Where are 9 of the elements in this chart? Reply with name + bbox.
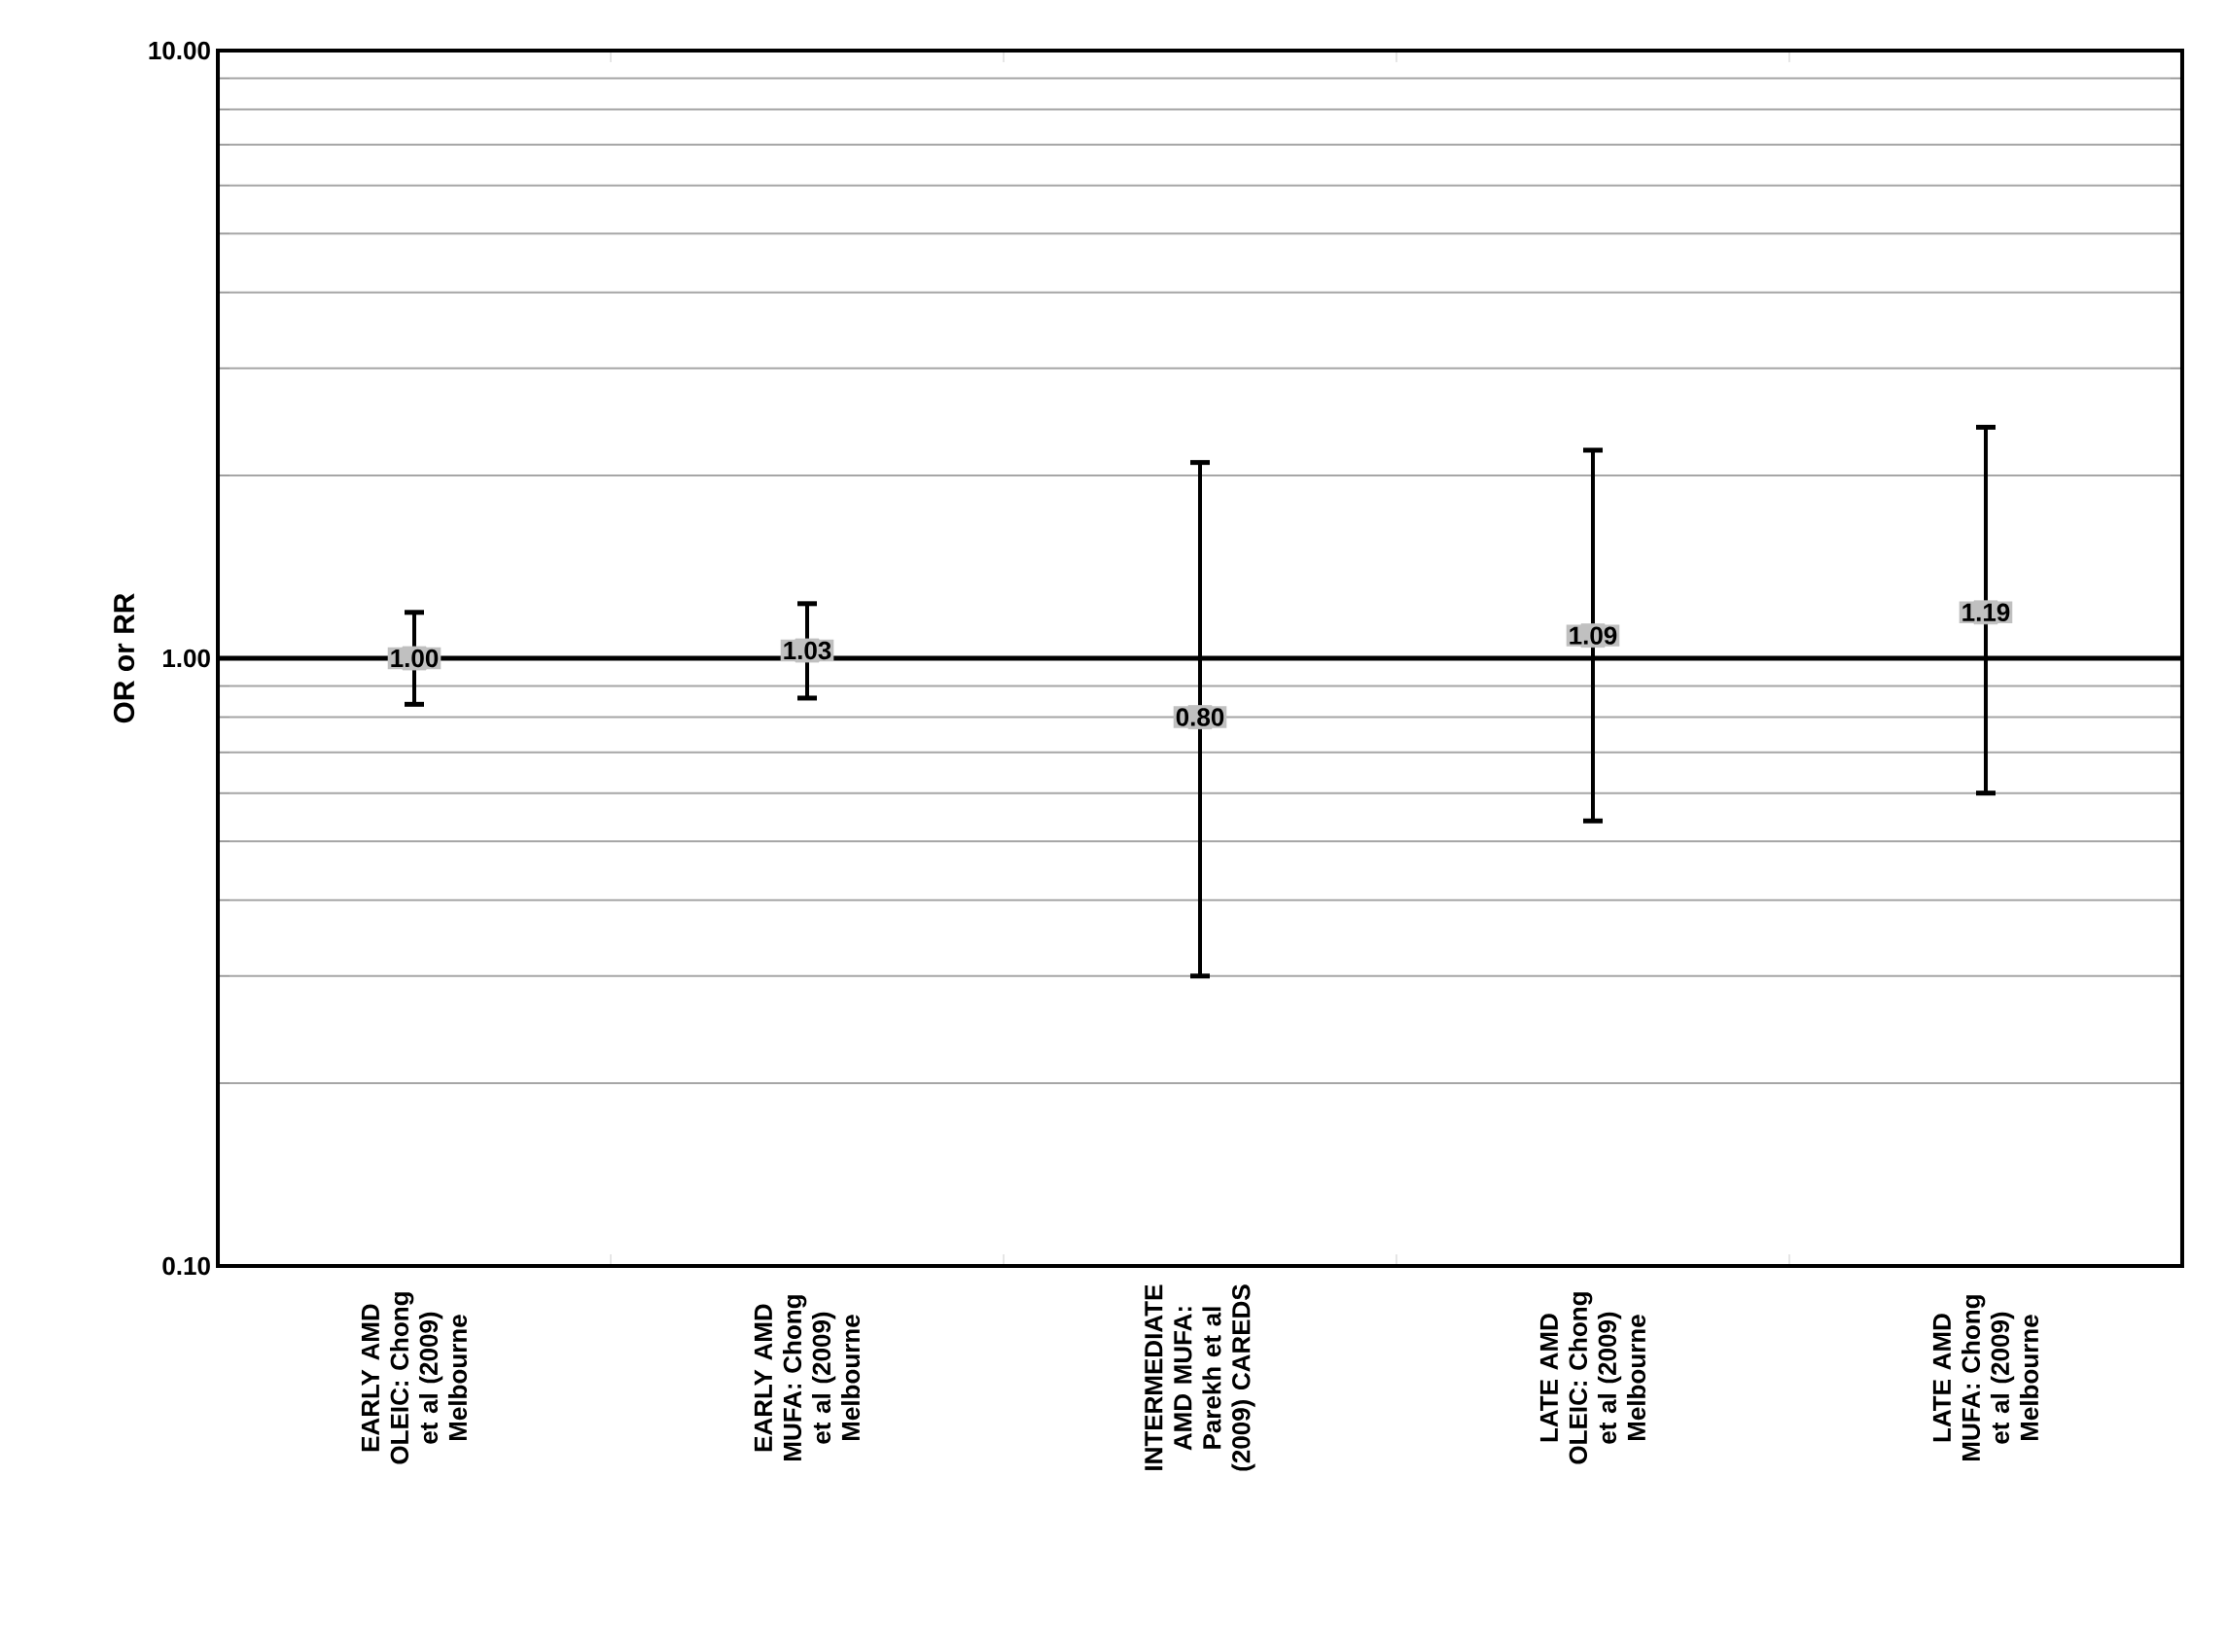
x-tick-label: INTERMEDIATE AMD MUFA: Parekh et al (2009) CAREDS	[1145, 1284, 1255, 1471]
y-axis-title: OR or RR	[113, 593, 135, 723]
y-tick-label: 1.00	[162, 649, 210, 668]
x-tick-label: EARLY AMD MUFA: Chong et al (2009) Melbourne	[754, 1295, 861, 1460]
y-tick-label: 0.10	[162, 1256, 210, 1276]
x-tick-label: LATE AMD OLEIC: Chong et al (2009) Melbourne	[1539, 1292, 1646, 1464]
x-tick-label: LATE AMD MUFA: Chong et al (2009) Melbourne	[1932, 1295, 2039, 1460]
y-tick-label: 10.00	[149, 41, 210, 60]
x-tick-label: EARLY AMD OLEIC: Chong et al (2009) Melbourne	[361, 1292, 468, 1464]
